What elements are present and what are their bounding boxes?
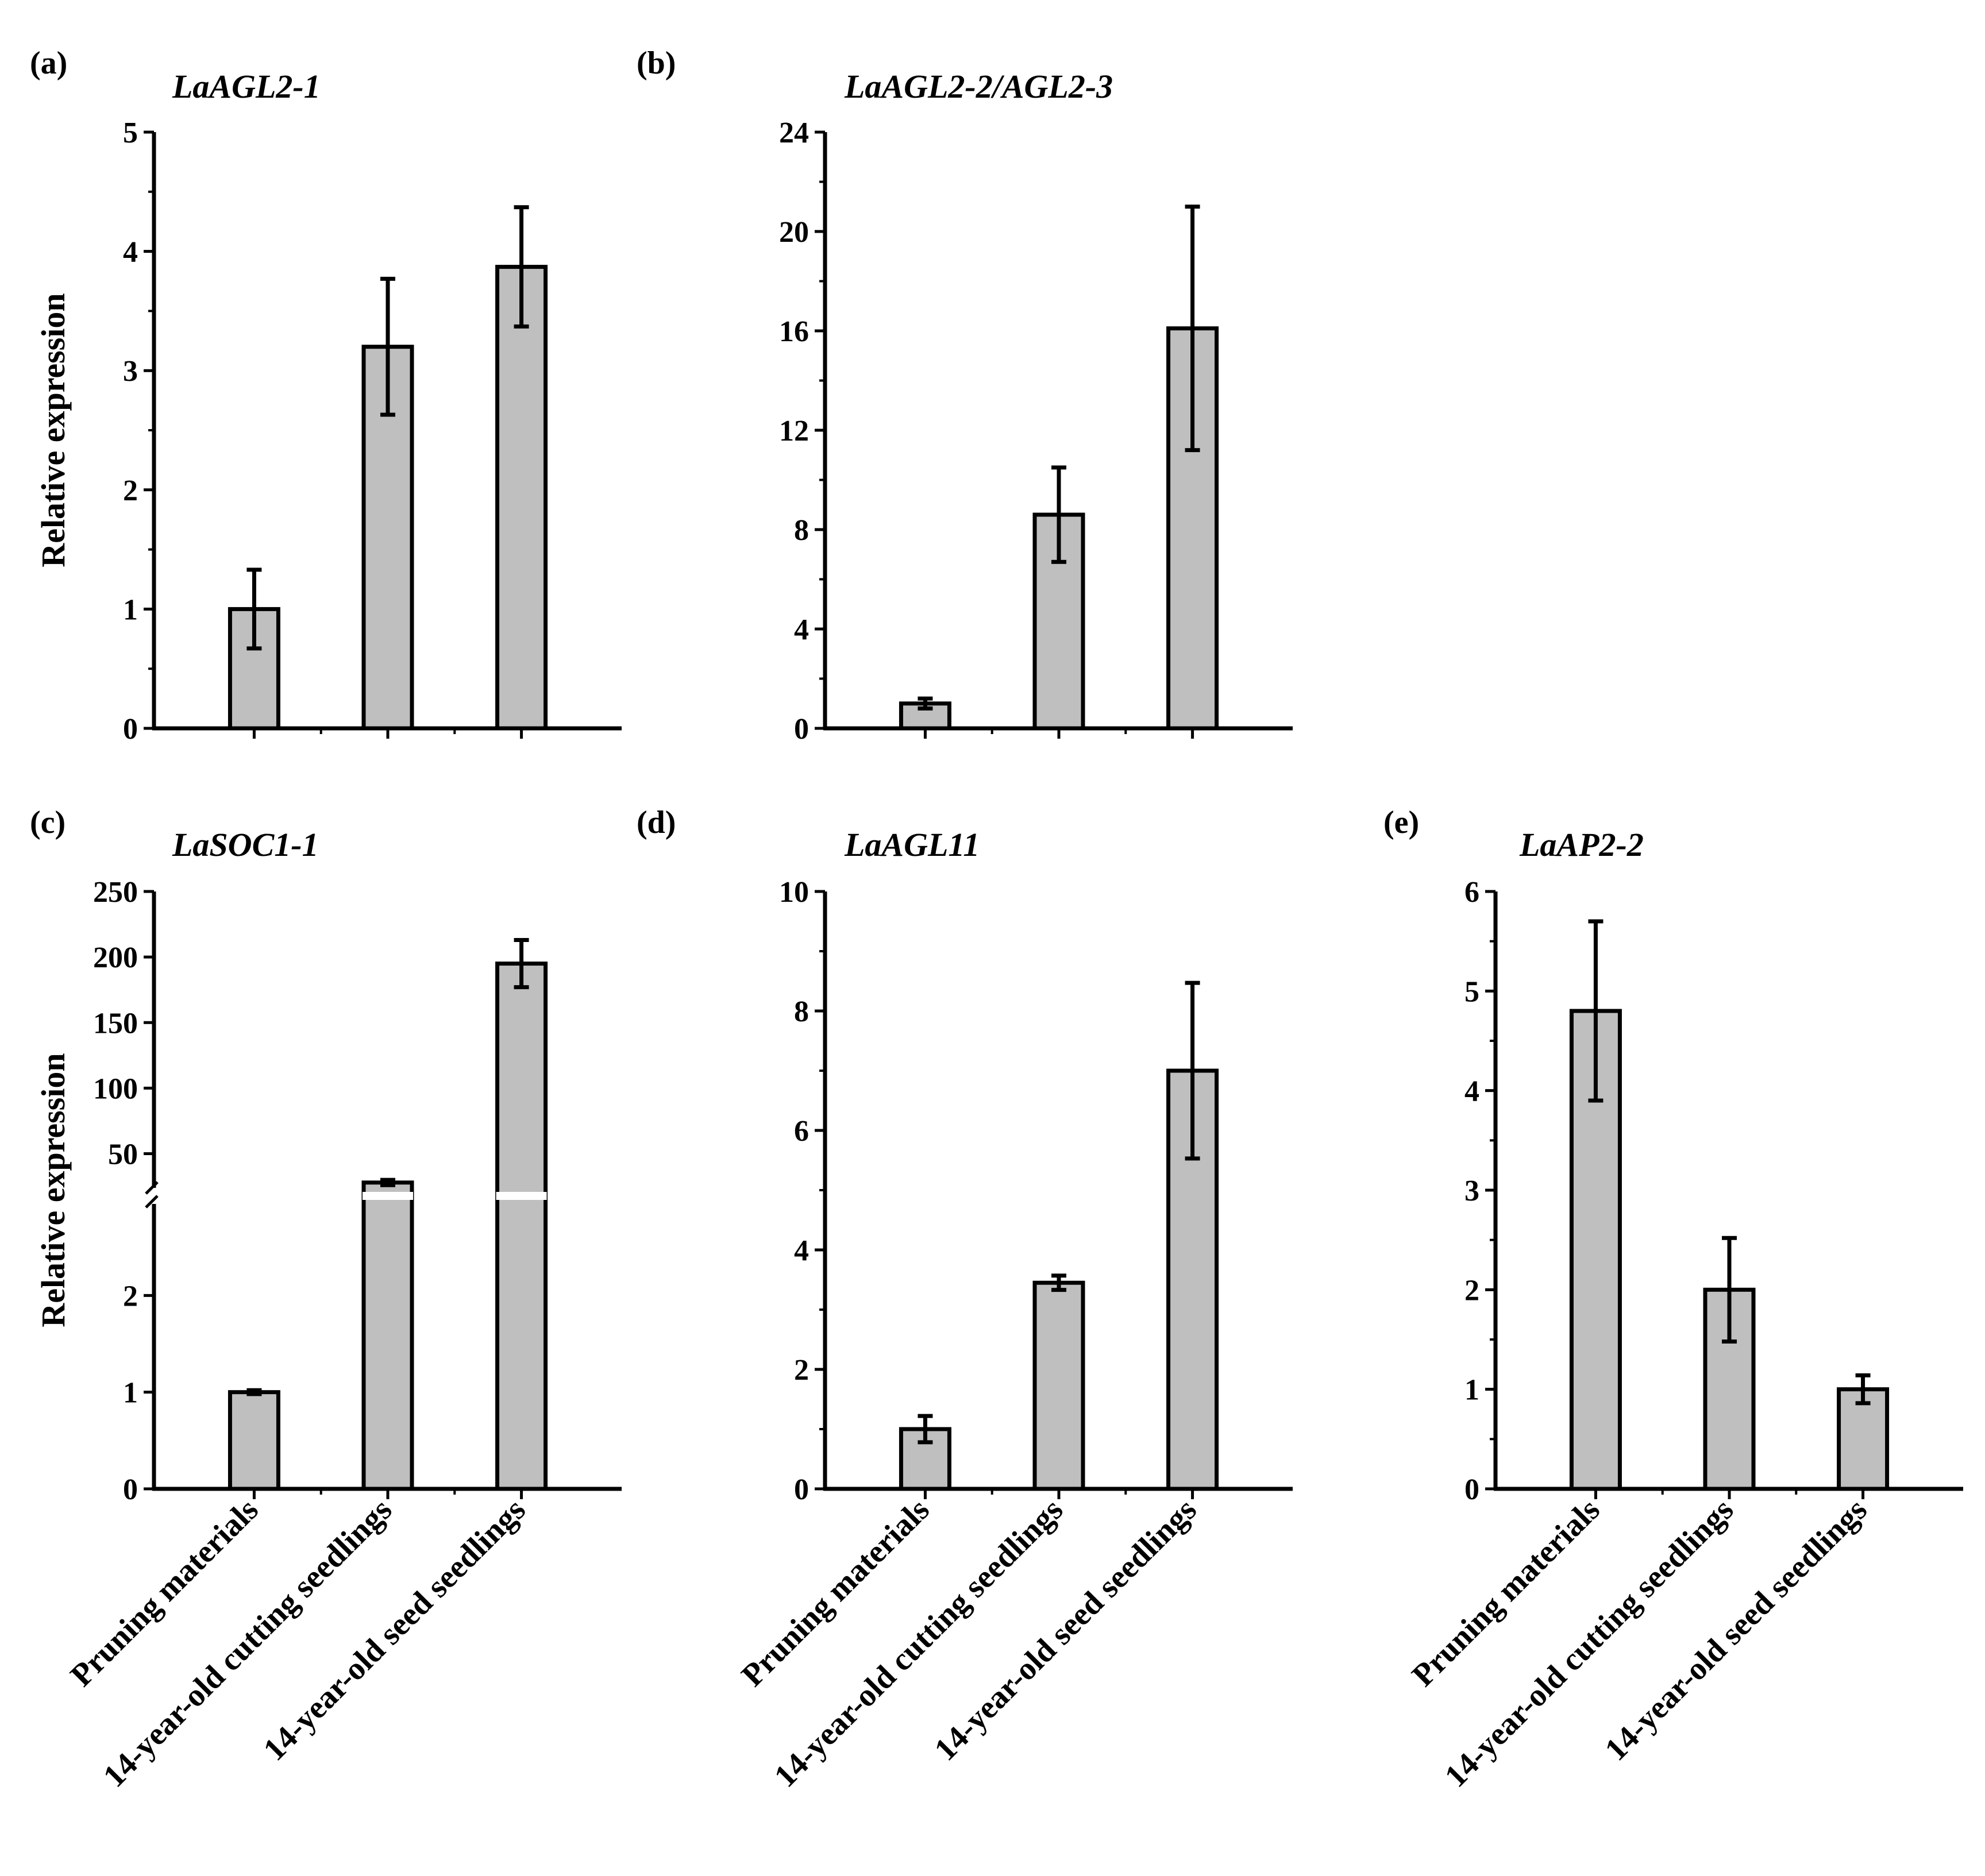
axis-break-gap-c-1 (363, 1192, 413, 1200)
y-tick-label-d-4: 4 (794, 1234, 809, 1267)
y-tick-label-a-0: 0 (123, 713, 138, 746)
y-tick-label-b-8: 8 (794, 514, 809, 547)
y-tick-label-d-6: 6 (794, 1115, 809, 1148)
y-tick-label-a-5: 5 (123, 117, 138, 149)
y-tick-label-e-0: 0 (1464, 1473, 1479, 1506)
y-tick-label-a-2: 2 (123, 474, 138, 507)
y-tick-label-c-100: 100 (93, 1072, 138, 1105)
axis-break-gap-c-2 (496, 1192, 547, 1200)
y-tick-label-b-16: 16 (779, 315, 809, 348)
y-tick-label-c-200: 200 (93, 941, 138, 974)
y-tick-label-c-2: 2 (123, 1280, 138, 1313)
y-tick-label-c-150: 150 (93, 1007, 138, 1040)
y-tick-label-c-50: 50 (108, 1138, 138, 1171)
y-tick-label-e-1: 1 (1464, 1374, 1479, 1407)
panel-tag-c: (c) (30, 805, 65, 840)
y-tick-label-d-0: 0 (794, 1473, 809, 1506)
panel-title-a: LaAGL2-1 (172, 68, 321, 105)
panel-title-e: LaAP2-2 (1519, 826, 1644, 863)
panel-tag-b: (b) (637, 45, 676, 81)
panel-title-c: LaSOC1-1 (172, 826, 319, 863)
bar-a-2 (495, 265, 548, 731)
y-tick-label-b-24: 24 (779, 117, 809, 149)
y-tick-label-c-250: 250 (93, 876, 138, 909)
y-tick-label-d-8: 8 (794, 995, 809, 1028)
y-tick-label-e-5: 5 (1464, 975, 1479, 1008)
y-tick-label-a-3: 3 (123, 355, 138, 388)
y-tick-label-e-6: 6 (1464, 876, 1479, 909)
y-axis-label-a: Relative expression (34, 293, 72, 567)
y-axis-label-c: Relative expression (34, 1053, 72, 1327)
y-tick-label-b-20: 20 (779, 216, 809, 249)
y-tick-label-b-4: 4 (794, 613, 809, 646)
panel-tag-e: (e) (1383, 805, 1419, 840)
bar-c-0 (228, 1390, 280, 1491)
bar-c-1 (361, 1180, 414, 1491)
axis-break-mark-2-c (145, 1195, 159, 1209)
panel-b: 0 4 8 12 16 20 24 (b) LaAGL2-2/AGL2-3 (637, 45, 1293, 746)
y-tick-label-a-4: 4 (123, 236, 138, 269)
y-tick-label-d-2: 2 (794, 1354, 809, 1387)
axis-break-mark-1-c (145, 1181, 159, 1195)
y-tick-label-c-0: 0 (123, 1473, 138, 1506)
y-tick-label-d-10: 10 (779, 876, 809, 909)
y-tick-label-a-1: 1 (123, 593, 138, 626)
y-tick-label-e-2: 2 (1464, 1274, 1479, 1307)
bar-c-2 (495, 962, 548, 1491)
y-tick-label-b-0: 0 (794, 713, 809, 746)
bar-e-2 (1837, 1387, 1890, 1491)
y-tick-label-e-4: 4 (1464, 1075, 1479, 1108)
panel-tag-a: (a) (30, 45, 67, 81)
y-tick-label-e-3: 3 (1464, 1175, 1479, 1207)
panel-tag-d: (d) (637, 805, 676, 840)
panel-a: 0 1 2 3 4 5 (a) LaAGL2-1 Relative expression (30, 45, 622, 746)
panel-title-d: LaAGL11 (844, 826, 980, 863)
panel-title-b: LaAGL2-2/AGL2-3 (844, 68, 1113, 105)
y-tick-label-c-1: 1 (123, 1377, 138, 1410)
bar-d-1 (1032, 1280, 1085, 1491)
y-tick-label-b-12: 12 (779, 415, 809, 447)
